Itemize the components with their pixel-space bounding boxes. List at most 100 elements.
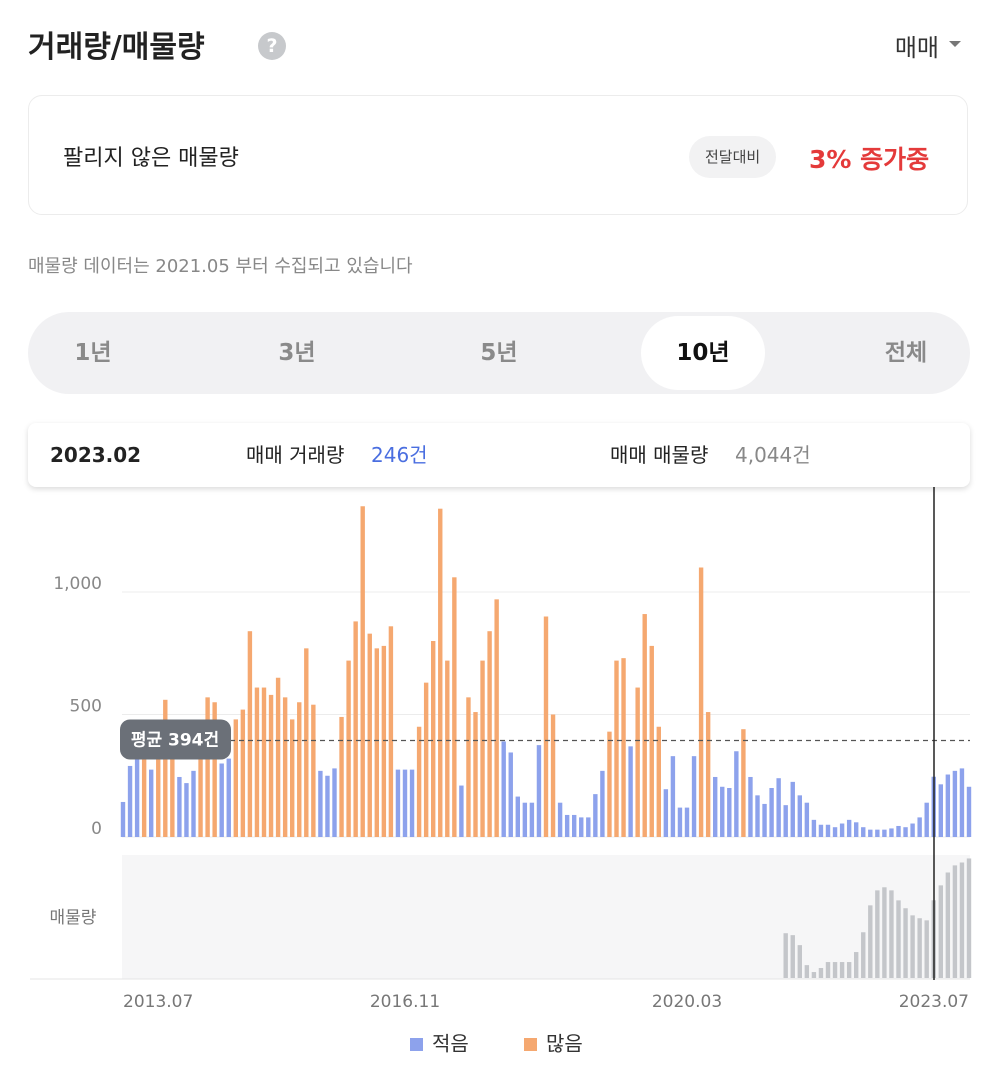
bar (564, 814, 570, 837)
bar (290, 719, 295, 837)
bar (818, 968, 824, 978)
bar (790, 935, 795, 978)
bar (861, 932, 866, 978)
x-tick-label: 2016.11 (370, 992, 440, 1012)
bar (205, 697, 210, 837)
period-tab-active[interactable]: 10년 (641, 316, 765, 390)
bar (903, 908, 908, 978)
bar (854, 952, 859, 978)
bar (607, 731, 612, 837)
summary-change: 3% 증가중 (809, 145, 930, 174)
bar (917, 918, 922, 978)
bar (297, 702, 302, 837)
bar (910, 915, 915, 978)
bar (642, 614, 647, 837)
listing-panel (122, 855, 970, 979)
legend-label: 적음 (432, 1032, 469, 1056)
bar (487, 631, 492, 837)
bar (818, 824, 824, 837)
bar (762, 803, 767, 837)
bar (579, 817, 584, 837)
bar (311, 704, 316, 837)
help-icon[interactable]: ? (258, 32, 286, 60)
bar (896, 900, 901, 978)
bar (529, 802, 535, 837)
bar (275, 677, 281, 837)
bar (621, 658, 626, 837)
bar (219, 763, 224, 837)
bar (170, 734, 175, 837)
bar (670, 756, 676, 837)
bar (346, 660, 351, 837)
bar (804, 802, 810, 837)
bar (494, 599, 499, 837)
x-tick-label: 2013.07 (123, 992, 193, 1012)
bar (649, 645, 654, 837)
bar (240, 709, 246, 837)
bar (776, 778, 781, 837)
bar (459, 785, 464, 837)
bar (374, 648, 379, 837)
bar (889, 890, 894, 978)
bar (212, 702, 217, 837)
bar (156, 734, 161, 837)
bar (804, 965, 810, 978)
bar (480, 660, 485, 837)
bar (713, 776, 718, 837)
bar (536, 745, 542, 837)
bar (861, 827, 866, 837)
bar (423, 682, 429, 837)
page-title: 거래량/매물량 (28, 30, 205, 65)
bar (628, 746, 633, 837)
bar (903, 827, 908, 837)
bar (120, 801, 126, 837)
bar (811, 972, 817, 978)
bar (318, 770, 323, 837)
bar (945, 872, 951, 978)
bar (198, 734, 203, 837)
bar (543, 616, 549, 837)
bar (889, 828, 894, 837)
info-volume: 246건 (371, 443, 428, 467)
bar (163, 699, 168, 837)
y-tick-label: 500 (70, 697, 102, 717)
bar (550, 714, 556, 837)
bar (966, 858, 972, 978)
bar (572, 814, 577, 837)
bar (515, 796, 520, 837)
summary-badge: 전달대비 (689, 136, 777, 178)
bar (790, 781, 795, 837)
bar (846, 819, 852, 837)
bar (910, 823, 915, 837)
bar (557, 802, 563, 837)
bar (797, 945, 802, 978)
bar (741, 729, 746, 837)
bar (846, 962, 852, 978)
bar (727, 788, 732, 837)
bar (522, 802, 528, 837)
bar (431, 641, 436, 837)
bar (254, 687, 260, 837)
bar (268, 694, 274, 837)
bar (473, 712, 478, 837)
bar (127, 765, 133, 837)
bar (395, 769, 401, 837)
bar (684, 807, 690, 837)
bar (938, 885, 943, 978)
period-tab[interactable]: 전체 (884, 340, 928, 366)
period-tab[interactable]: 1년 (74, 340, 112, 366)
period-tab[interactable]: 5년 (480, 340, 518, 366)
trade-type-dropdown[interactable]: 매매 (895, 28, 961, 63)
period-tab[interactable]: 3년 (278, 340, 316, 366)
info-date: 2023.02 (50, 443, 142, 467)
bar (149, 769, 154, 837)
legend-swatch (524, 1038, 537, 1051)
bar (832, 962, 838, 978)
bar (896, 825, 901, 837)
bar (748, 776, 753, 837)
bar (755, 795, 760, 837)
bar (141, 739, 147, 837)
